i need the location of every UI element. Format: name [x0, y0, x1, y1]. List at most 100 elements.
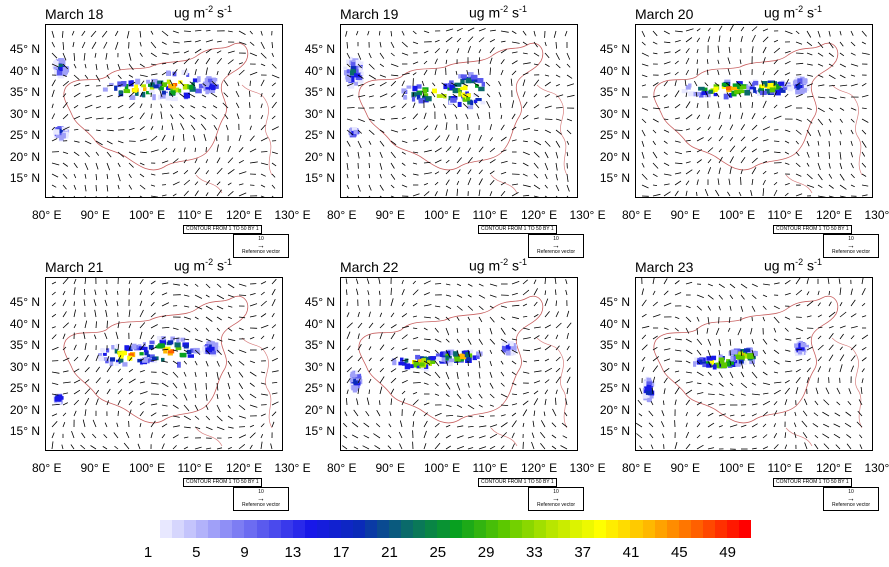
wind-vector — [785, 280, 790, 284]
wind-vector — [763, 424, 766, 427]
wind-vector — [857, 422, 862, 427]
wind-vector — [443, 104, 446, 108]
wind-vector — [730, 37, 731, 42]
colorbar-swatch — [269, 520, 281, 538]
colorbar-tick-label: 29 — [478, 544, 495, 561]
wind-vector — [52, 383, 58, 385]
wind-vector — [92, 434, 96, 438]
emission-cell — [212, 342, 219, 346]
wind-vector — [140, 279, 143, 284]
wind-vector — [774, 105, 777, 108]
wind-vector — [151, 42, 156, 48]
wind-vector — [851, 53, 856, 55]
wind-vector — [664, 349, 670, 350]
wind-vector — [730, 394, 734, 396]
wind-vector — [567, 323, 571, 328]
wind-vector — [501, 423, 508, 428]
wind-vector — [217, 416, 222, 421]
wind-vector — [686, 328, 689, 334]
wind-vector — [239, 405, 245, 410]
wind-vector — [250, 293, 256, 295]
wind-vector — [774, 372, 778, 373]
wind-vector — [697, 115, 700, 119]
wind-vector — [862, 119, 868, 123]
wind-vector — [708, 159, 711, 163]
wind-vector — [807, 185, 814, 188]
wind-vector — [402, 348, 407, 350]
wind-vector — [239, 416, 246, 418]
wind-vector — [206, 68, 208, 76]
wind-vector — [796, 369, 801, 372]
wind-vector — [129, 310, 130, 317]
wind-vector — [432, 83, 435, 86]
wind-vector — [424, 126, 428, 130]
emission-cell — [106, 348, 109, 352]
wind-vector — [796, 31, 799, 34]
wind-vector — [708, 394, 715, 395]
wind-vector — [862, 278, 863, 284]
wind-vector — [545, 53, 549, 58]
wind-vector — [272, 116, 275, 119]
wind-vector — [402, 152, 406, 154]
wind-vector — [556, 163, 557, 171]
wind-vector — [391, 163, 394, 169]
wind-vector — [719, 26, 722, 31]
wind-vector — [741, 394, 746, 395]
wind-vector — [358, 185, 360, 192]
wind-vector — [752, 306, 755, 312]
wind-vector — [380, 324, 384, 328]
lat-tick-label: 20° N — [586, 150, 630, 164]
wind-vector — [228, 437, 232, 438]
wind-vector — [475, 103, 479, 108]
wind-vector — [486, 82, 490, 86]
wind-vector — [74, 152, 79, 156]
wind-vector — [523, 410, 527, 417]
lon-tick-label: 80° E — [622, 461, 651, 475]
wind-vector — [653, 119, 659, 122]
wind-vector — [639, 414, 642, 416]
lat-tick-label: 40° N — [586, 64, 630, 78]
wind-vector — [840, 64, 846, 67]
wind-vector — [388, 446, 391, 449]
wind-vector — [94, 335, 96, 339]
wind-vector — [261, 325, 268, 328]
wind-vector — [217, 182, 220, 185]
wind-vector — [173, 405, 179, 409]
wind-vector — [730, 339, 731, 346]
wind-vector — [815, 444, 819, 449]
colorbar-swatch — [510, 520, 522, 538]
wind-vector — [851, 141, 853, 146]
wind-vector — [457, 28, 463, 31]
lat-tick-label: 35° N — [0, 85, 40, 99]
wind-vector — [250, 53, 257, 56]
wind-vector — [675, 281, 679, 285]
wind-vector — [96, 118, 104, 119]
wind-vector — [785, 361, 791, 362]
wind-vector — [184, 306, 189, 307]
wind-vector — [523, 174, 528, 176]
wind-vector — [545, 130, 551, 133]
wind-vector — [261, 282, 266, 285]
wind-vector — [479, 361, 480, 368]
wind-vector — [172, 123, 174, 130]
wind-vector — [534, 360, 539, 361]
wind-vector — [468, 306, 473, 311]
wind-vector — [467, 70, 468, 75]
wind-vector — [840, 355, 844, 361]
wind-vector — [534, 94, 537, 97]
wind-vector — [840, 119, 843, 123]
wind-vector — [173, 328, 179, 330]
wind-vector — [840, 364, 842, 372]
wind-vector — [675, 40, 681, 42]
wind-vector — [642, 130, 645, 136]
wind-vector — [859, 435, 862, 438]
wind-vector — [567, 95, 575, 97]
emission-cell — [356, 60, 361, 66]
lon-tick-label: 80° E — [32, 208, 61, 222]
wind-vector — [545, 42, 546, 46]
wind-vector — [85, 355, 89, 361]
wind-vector — [829, 31, 830, 37]
wind-vector — [162, 148, 167, 152]
wind-vector — [829, 130, 831, 136]
wind-vector — [752, 339, 754, 344]
